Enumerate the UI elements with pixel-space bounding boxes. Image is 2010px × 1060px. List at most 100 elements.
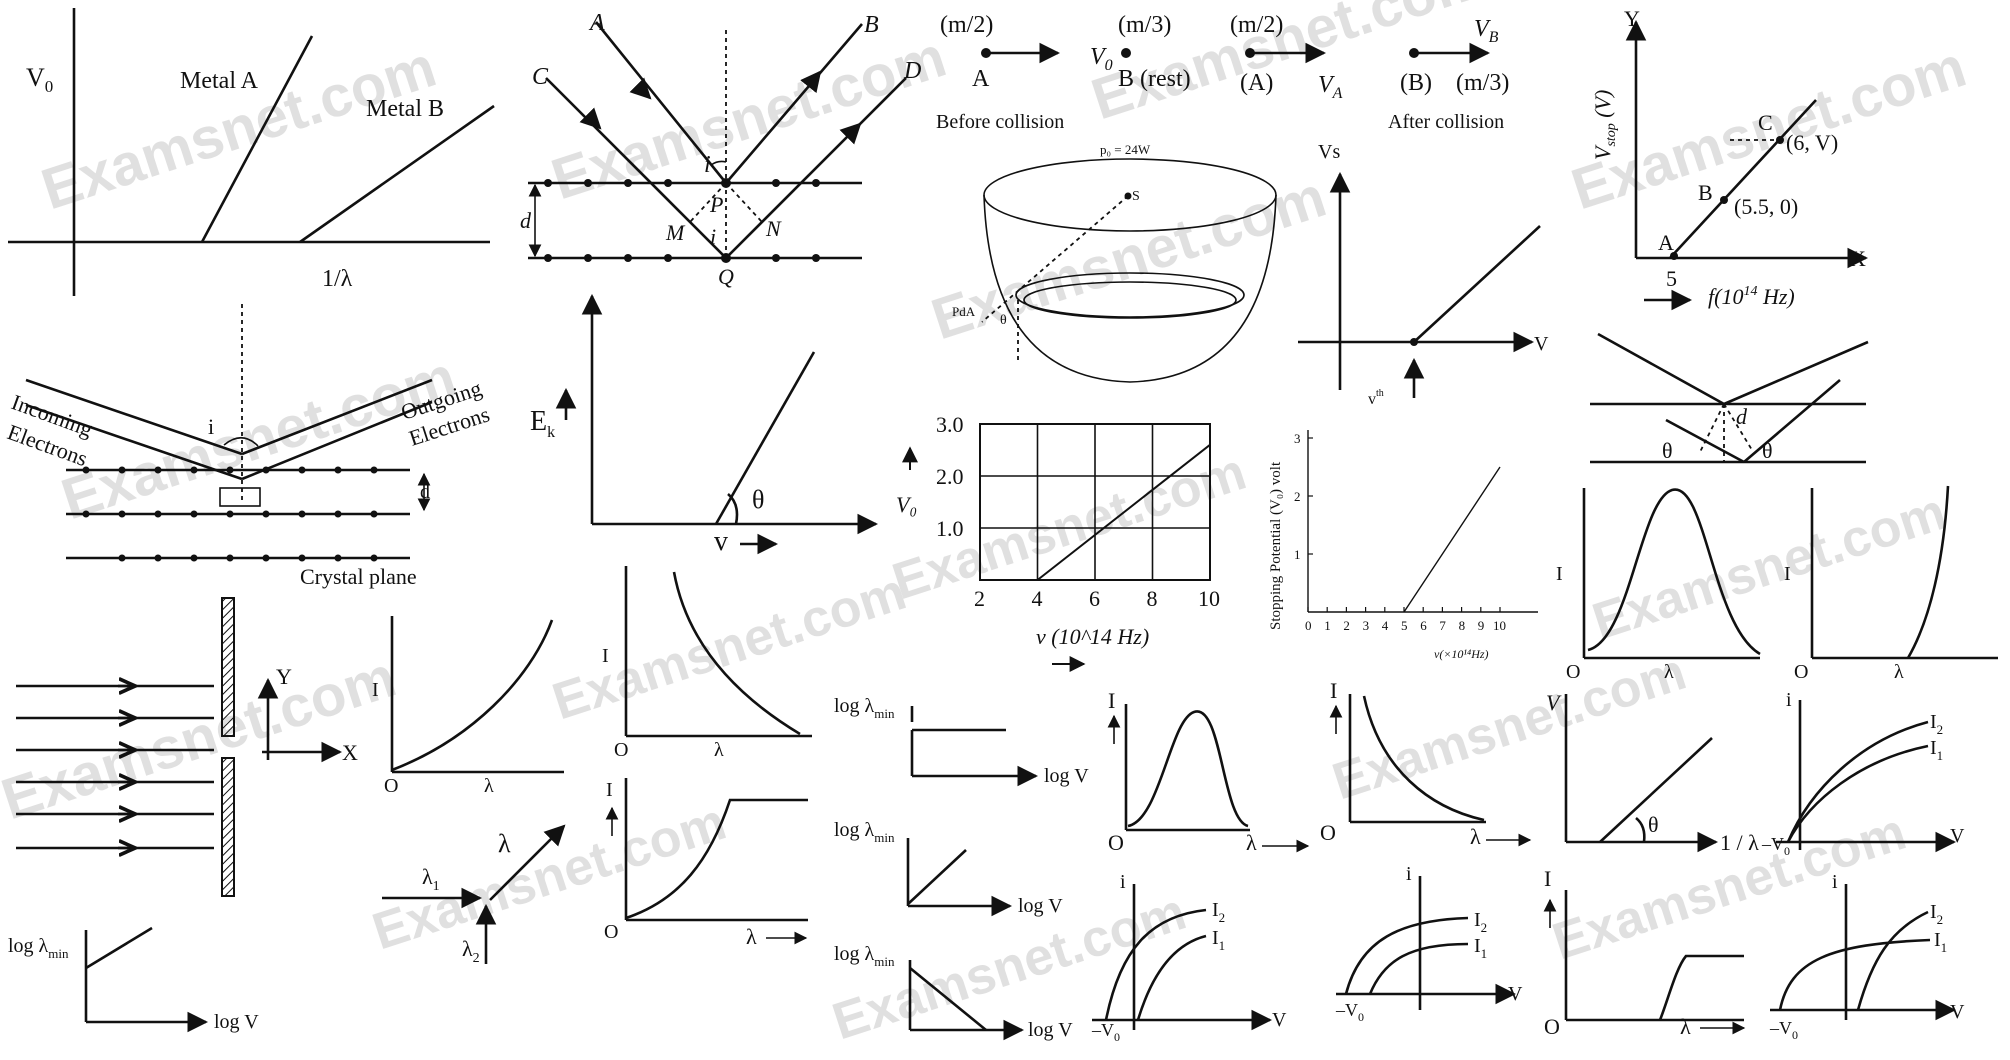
x-tick-label: 6 [1420,618,1427,633]
theta-label: θ [1000,313,1007,328]
data-line [1403,466,1501,613]
point-c-coords: (6, V) [1786,130,1838,155]
ray-c [545,77,727,259]
pda-label: PdA [952,304,976,319]
theta-label: θ [752,485,764,514]
x-tick-label: 3 [1363,618,1370,633]
label-n: N [765,216,782,241]
logv-label: log V [214,1011,259,1033]
pn-line [725,182,763,223]
ray-b [725,23,863,184]
fig-current-saturation-1: i I2 I1 –V0 V [1761,689,1965,858]
watermark: Examsnet.com [34,34,443,222]
origin-label: O [1108,830,1124,855]
v0-label: V0 [26,63,53,96]
theta-right-label: θ [1762,438,1773,463]
logv-label: log V [1018,895,1063,917]
x-tick-label: 8 [1459,618,1466,633]
x-axis-label: f(1014 Hz) [1708,284,1795,309]
logv-label: log V [1044,765,1089,787]
fig-intensity-rising: I O λ [372,616,564,797]
d-label: d [1736,404,1748,429]
x-tick-label: 9 [1478,618,1485,633]
y-tick-label: 2 [1294,489,1301,504]
mass-b-label: (m/3) [1118,12,1171,38]
x-axis-label: v(×10¹⁴Hz) [1434,647,1489,661]
fig-log-lmin-bottom-left: log λmin log V [8,926,259,1033]
label-c: C [1758,110,1773,135]
i2-label: I2 [1930,711,1943,737]
theta-label: θ [1648,812,1659,837]
fig-intensity-falling: I O λ [602,566,812,761]
x-tick-label: 5 [1401,618,1408,633]
vs-line [1413,225,1541,343]
y-tick-label: 3.0 [936,412,964,437]
x-tick-label: 2 [974,586,985,611]
lambda-label: λ [484,775,494,797]
mass-b-after-label: (m/3) [1456,70,1509,96]
fig-hemisphere: p₀ = 24W S PdA θ [952,142,1277,383]
minus-v0-label: –V0 [1091,1020,1120,1044]
bowl-body [983,194,1277,383]
log-lmin-label: log λmin [8,935,69,961]
ek-line [714,351,816,525]
x-axis-label: v (10^14 Hz) [1036,624,1149,649]
i-label: I [602,645,609,667]
watermark: Examsnet.com [1586,483,1953,652]
lambda-label: λ [1680,1014,1691,1039]
i1-label: I1 [1930,737,1943,763]
minus-v0-label: –V0 [1769,1018,1798,1042]
source-label: S [1132,189,1140,204]
ray-d [725,77,907,259]
fig-photon-combination: λ1 λ2 λ [382,824,566,966]
outgoing-ray [241,378,433,456]
watermark: Examsnet.com [366,793,733,962]
x-tick-label: 0 [1305,618,1312,633]
lambda-label: λ [746,924,757,949]
y-tick-label: 1 [1294,547,1301,562]
i-label: I [1784,563,1791,585]
fig-ek-vs-frequency: Ek θ v [530,293,879,557]
power-label: p₀ = 24W [1100,142,1151,157]
i-label: I [606,779,613,801]
crystal-plane-label: Crystal plane [300,564,417,589]
i2-label: I2 [1474,909,1487,935]
fig-log-lmin-rising: log λmin log V [834,819,1063,917]
lambda-label: λ [1470,824,1481,849]
label-c: C [532,64,549,90]
vs-axis-label: Vs [1318,141,1340,163]
x-axis-label: 1/λ [322,266,353,292]
log-lmin-label: log λmin [834,819,895,845]
origin-label: O [384,775,398,797]
x-axis-letter: X [1850,246,1866,271]
label-b-after: (B) [1400,70,1432,96]
v-label: v [714,526,728,557]
va-label: VA [1318,72,1343,102]
fig-v0-vs-inverse-lambda: V0 Metal A Metal B 1/λ [8,8,495,296]
crystal-dots [82,466,378,562]
x-tick-label: 10 [1198,586,1220,611]
x-tick-label: 8 [1147,586,1158,611]
i-axis-label: i [1786,689,1792,711]
origin-label: O [1794,661,1808,683]
x-tick-label: 10 [1493,618,1506,633]
origin-label: O [614,739,628,761]
y-tick-label: 2.0 [936,464,964,489]
inverse-lambda-label: 1 / λ [1720,830,1759,855]
v-axis-label: V [1950,825,1965,847]
i-label: I [1330,678,1337,703]
label-i-top: i [704,152,711,178]
y-tick-label: 1.0 [936,516,964,541]
label-a: A [588,10,605,36]
x-tick-label: 7 [1439,618,1446,633]
lambda-label: λ [498,829,511,858]
x-tick-label: 4 [1382,618,1389,633]
v-axis-label: V [1534,333,1549,355]
watermark: Examsnet.com [924,164,1333,352]
y-axis-letter: Y [1624,6,1640,31]
fig-current-saturation-3: i I2 I1 –V0 V [1335,863,1523,1024]
label-q: Q [718,264,734,289]
label-m: M [665,220,686,245]
